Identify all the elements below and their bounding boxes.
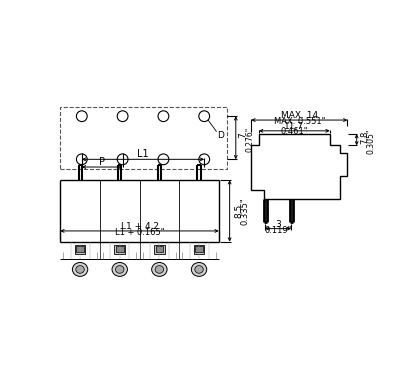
- Text: 0.335": 0.335": [240, 197, 250, 225]
- Ellipse shape: [191, 262, 207, 276]
- Text: P: P: [99, 157, 105, 167]
- Text: 7: 7: [238, 132, 247, 138]
- Text: L1 + 4,2: L1 + 4,2: [120, 222, 158, 231]
- Ellipse shape: [76, 266, 84, 273]
- Text: 0.461": 0.461": [280, 127, 308, 136]
- Text: 0.119": 0.119": [264, 226, 292, 235]
- Bar: [75, 245, 86, 254]
- Bar: [60, 107, 226, 169]
- Bar: [154, 245, 165, 254]
- Ellipse shape: [112, 262, 128, 276]
- Ellipse shape: [152, 262, 167, 276]
- Text: D: D: [217, 131, 224, 140]
- Bar: [195, 246, 203, 253]
- Bar: [194, 245, 204, 254]
- Bar: [116, 246, 124, 253]
- Bar: [156, 246, 163, 253]
- Text: MAX. 0.551": MAX. 0.551": [274, 117, 325, 126]
- Text: L1 + 0.165": L1 + 0.165": [115, 228, 164, 237]
- Text: 0.305": 0.305": [366, 129, 375, 154]
- Bar: [114, 245, 125, 254]
- Text: L1: L1: [137, 149, 149, 159]
- Text: 11,7: 11,7: [284, 122, 304, 131]
- Ellipse shape: [116, 266, 124, 273]
- Text: 0.276": 0.276": [245, 127, 254, 152]
- Ellipse shape: [155, 266, 164, 273]
- Text: 7,8: 7,8: [360, 131, 369, 144]
- Text: 3: 3: [275, 220, 281, 228]
- Ellipse shape: [72, 262, 88, 276]
- Text: MAX. 14: MAX. 14: [281, 111, 318, 120]
- Bar: [76, 246, 84, 253]
- Ellipse shape: [195, 266, 203, 273]
- Text: 8,5: 8,5: [234, 204, 243, 218]
